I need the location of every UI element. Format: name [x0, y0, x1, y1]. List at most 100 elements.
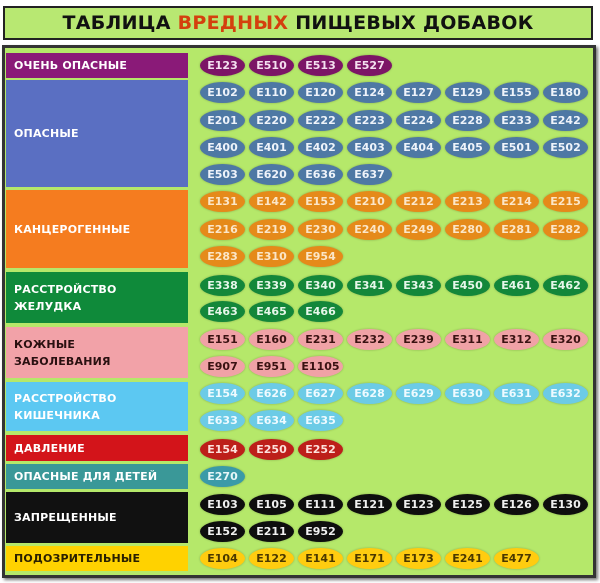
additive-chip: E152: [200, 521, 245, 542]
additive-chip: E250: [249, 439, 294, 460]
additive-chip: E160: [249, 329, 294, 350]
additive-chip: E233: [494, 110, 539, 131]
additive-chip: E952: [298, 521, 343, 542]
additive-chip: E462: [543, 275, 588, 296]
additive-chip: E343: [396, 275, 441, 296]
additive-chip: E130: [543, 494, 588, 515]
additive-chip: E404: [396, 137, 441, 158]
additive-chip: E131: [200, 191, 245, 212]
additive-chip: E633: [200, 410, 245, 431]
category-label: ОЧЕНЬ ОПАСНЫЕ: [6, 53, 188, 78]
additive-chip: E270: [200, 466, 245, 487]
additive-chip: E110: [249, 82, 294, 103]
additive-chip: E320: [543, 329, 588, 350]
additive-chip: E201: [200, 110, 245, 131]
additive-chip: E241: [445, 548, 490, 569]
additive-chip: E155: [494, 82, 539, 103]
additive-chip: E280: [445, 219, 490, 240]
title-highlight: ВРЕДНЫХ: [177, 12, 289, 34]
additive-chip: E231: [298, 329, 343, 350]
additive-chip: E632: [543, 383, 588, 404]
additive-chip: E450: [445, 275, 490, 296]
additive-chip: E634: [249, 410, 294, 431]
additive-chip: E310: [249, 246, 294, 267]
additive-chip: E466: [298, 301, 343, 322]
additive-chip: E402: [298, 137, 343, 158]
additive-chip: E400: [200, 137, 245, 158]
category-label: ЗАПРЕЩЕННЫЕ: [6, 492, 188, 543]
additive-chip: E340: [298, 275, 343, 296]
additive-chip: E211: [249, 521, 294, 542]
additive-chip: E239: [396, 329, 441, 350]
additive-chip: E154: [200, 383, 245, 404]
additive-chip: E630: [445, 383, 490, 404]
additive-chip: E220: [249, 110, 294, 131]
additive-chip: E249: [396, 219, 441, 240]
additive-chip: E151: [200, 329, 245, 350]
additive-chip: E631: [494, 383, 539, 404]
additive-chip: E105: [249, 494, 294, 515]
additive-chip: E401: [249, 137, 294, 158]
additive-chip: E635: [298, 410, 343, 431]
additive-chip: E219: [249, 219, 294, 240]
additive-chip: E210: [347, 191, 392, 212]
title-part-1: ТАБЛИЦА: [62, 12, 178, 34]
additive-chip: E223: [347, 110, 392, 131]
additive-chip: E141: [298, 548, 343, 569]
additive-chip: E102: [200, 82, 245, 103]
additive-chip: E154: [200, 439, 245, 460]
category-label: РАССТРОЙСТВО ЖЕЛУДКА: [6, 272, 188, 323]
additive-chip: E461: [494, 275, 539, 296]
page-title: ТАБЛИЦА ВРЕДНЫХ ПИЩЕВЫХ ДОБАВОК: [3, 6, 593, 40]
additive-chip: E126: [494, 494, 539, 515]
additive-chip: E527: [347, 55, 392, 76]
additive-chip: E513: [298, 55, 343, 76]
additive-chip: E637: [347, 164, 392, 185]
additive-chip: E281: [494, 219, 539, 240]
additive-chip: E510: [249, 55, 294, 76]
additive-chip: E954: [298, 246, 343, 267]
category-label: ДАВЛЕНИЕ: [6, 435, 188, 461]
additive-chip: E312: [494, 329, 539, 350]
additive-chip: E463: [200, 301, 245, 322]
additive-chip: E626: [249, 383, 294, 404]
additive-chip: E121: [347, 494, 392, 515]
additive-chip: E627: [298, 383, 343, 404]
additive-chip: E620: [249, 164, 294, 185]
additive-chip: E907: [200, 356, 245, 377]
category-label: КОЖНЫЕ ЗАБОЛЕВАНИЯ: [6, 327, 188, 378]
additive-chip: E240: [347, 219, 392, 240]
title-part-2: ПИЩЕВЫХ ДОБАВОК: [288, 12, 534, 34]
additive-chip: E283: [200, 246, 245, 267]
additive-chip: E502: [543, 137, 588, 158]
additive-chip: E465: [249, 301, 294, 322]
additive-chip: E214: [494, 191, 539, 212]
additive-chip: E213: [445, 191, 490, 212]
additive-chip: E405: [445, 137, 490, 158]
additive-chip: E338: [200, 275, 245, 296]
additive-chip: E228: [445, 110, 490, 131]
additive-chip: E180: [543, 82, 588, 103]
additive-chip: E230: [298, 219, 343, 240]
additive-chip: E171: [347, 548, 392, 569]
additive-chip: E129: [445, 82, 490, 103]
additive-chip: E104: [200, 548, 245, 569]
category-label: ОПАСНЫЕ: [6, 80, 188, 187]
additive-chip: E341: [347, 275, 392, 296]
additive-chip: E123: [200, 55, 245, 76]
additive-chip: E501: [494, 137, 539, 158]
category-label: КАНЦЕРОГЕННЫЕ: [6, 190, 188, 268]
additive-chip: E120: [298, 82, 343, 103]
additive-chip: E252: [298, 439, 343, 460]
additive-chip: E232: [347, 329, 392, 350]
additive-chip: E224: [396, 110, 441, 131]
additive-chip: E629: [396, 383, 441, 404]
additive-chip: E311: [445, 329, 490, 350]
additive-chip: E636: [298, 164, 343, 185]
additive-chip: E403: [347, 137, 392, 158]
additive-chip: E242: [543, 110, 588, 131]
additive-chip: E142: [249, 191, 294, 212]
additive-chip: E125: [445, 494, 490, 515]
additive-chip: E951: [249, 356, 294, 377]
additive-chip: E216: [200, 219, 245, 240]
